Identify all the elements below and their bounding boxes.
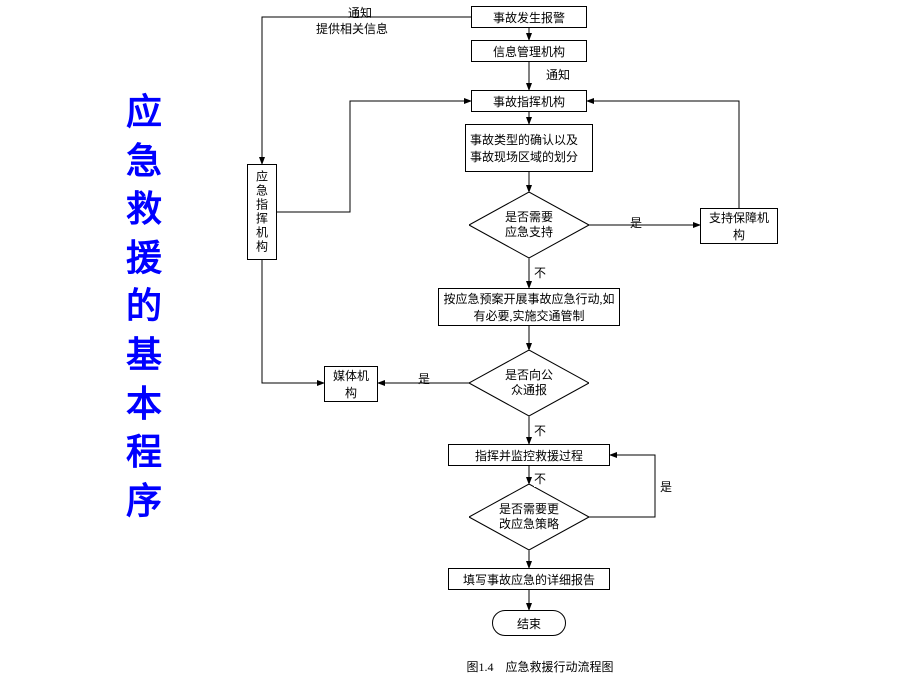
node-info-org: 信息管理机构 [471,40,587,62]
diamond-change-strategy: 是否需要更改应急策略 [469,484,589,550]
label-notify-top: 通知 [348,4,372,21]
node-confirm-type: 事故类型的确认以及事故现场区域的划分 [465,124,593,172]
label-notify-2: 通知 [546,66,570,83]
diamond-need-support: 是否需要应急支持 [469,192,589,258]
node-command-org: 事故指挥机构 [471,90,587,112]
node-action: 按应急预案开展事故应急行动,如有必要,实施交通管制 [438,288,620,326]
diamond-public-notify: 是否向公众通报 [469,350,589,416]
label-d3-yes: 是 [660,478,672,495]
label-d1-yes: 是 [630,214,642,231]
node-end: 结束 [492,610,566,636]
label-d2-no: 不 [534,422,546,439]
node-report: 填写事故应急的详细报告 [448,568,610,590]
caption: 图1.4 应急救援行动流程图 [440,658,640,675]
label-provide-info: 提供相关信息 [316,20,388,37]
node-monitor: 指挥并监控救援过程 [448,444,610,466]
node-alarm: 事故发生报警 [471,6,587,28]
node-media-org: 媒体机构 [324,366,378,402]
page-title: 应急救援的基本程序 [124,88,164,525]
label-d3-no: 不 [534,470,546,487]
label-d1-no: 不 [534,264,546,281]
node-support-org: 支持保障机构 [700,208,778,244]
node-side-command: 应急指挥机构 [247,164,277,260]
label-d2-yes: 是 [418,370,430,387]
page-title-text: 应急救援的基本程序 [126,92,162,521]
